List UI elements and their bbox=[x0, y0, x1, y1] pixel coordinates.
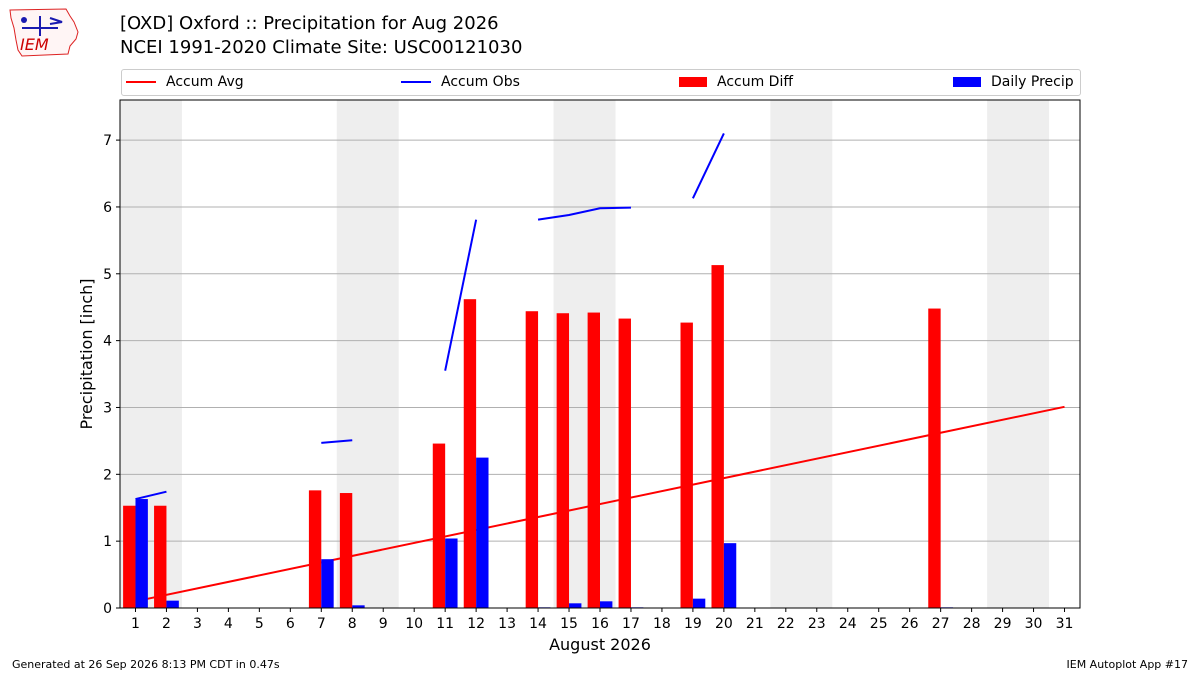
daily-precip-bar bbox=[352, 605, 365, 608]
x-tick-label: 17 bbox=[622, 616, 640, 632]
legend-label: Accum Avg bbox=[166, 74, 244, 90]
legend-swatch bbox=[401, 81, 431, 83]
legend-swatch bbox=[126, 81, 156, 83]
y-tick-label: 0 bbox=[103, 601, 112, 617]
daily-precip-bar bbox=[600, 601, 613, 608]
x-tick-label: 13 bbox=[498, 616, 516, 632]
daily-precip-bar bbox=[135, 499, 148, 608]
y-tick-label: 4 bbox=[103, 334, 112, 350]
x-tick-label: 30 bbox=[1025, 616, 1043, 632]
accum-diff-bar bbox=[525, 311, 539, 608]
accum-diff-bar bbox=[618, 318, 631, 608]
x-tick-label: 26 bbox=[901, 616, 919, 632]
x-tick-label: 7 bbox=[317, 616, 326, 632]
x-tick-label: 8 bbox=[348, 616, 357, 632]
x-tick-label: 25 bbox=[870, 616, 888, 632]
x-tick-label: 3 bbox=[193, 616, 202, 632]
x-tick-label: 10 bbox=[405, 616, 423, 632]
x-tick-label: 2 bbox=[162, 616, 171, 632]
legend-label: Daily Precip bbox=[991, 74, 1074, 90]
footer-app: IEM Autoplot App #17 bbox=[1066, 658, 1189, 671]
x-tick-label: 24 bbox=[839, 616, 857, 632]
y-axis-label: Precipitation [inch] bbox=[77, 278, 96, 429]
chart-subtitle: NCEI 1991-2020 Climate Site: USC00121030 bbox=[120, 37, 523, 58]
x-tick-label: 27 bbox=[932, 616, 950, 632]
daily-precip-bar bbox=[476, 457, 489, 608]
x-tick-label: 12 bbox=[467, 616, 485, 632]
accum-obs-line bbox=[321, 439, 353, 444]
legend-swatch bbox=[953, 77, 981, 87]
accum-obs-line bbox=[537, 206, 631, 221]
y-tick-label: 1 bbox=[103, 534, 112, 550]
accum-diff-bar bbox=[680, 322, 693, 608]
daily-precip-bar bbox=[166, 600, 179, 608]
accum-diff-bar bbox=[123, 505, 136, 608]
x-tick-label: 29 bbox=[994, 616, 1012, 632]
weekend-band bbox=[987, 100, 1050, 608]
x-tick-label: 31 bbox=[1056, 616, 1074, 632]
accum-obs-series bbox=[135, 132, 725, 501]
x-tick-label: 23 bbox=[808, 616, 826, 632]
x-axis-ticks: 1 2 3 4 5 6 7 8 9 10 11 12 13 14 15 16 17 18 19 20 21 22 23 24 2… bbox=[131, 608, 1073, 632]
x-tick-label: 14 bbox=[529, 616, 547, 632]
iem-logo: IEM bbox=[8, 6, 80, 62]
accum-obs-line bbox=[135, 490, 167, 501]
legend-label: Accum Diff bbox=[717, 74, 794, 90]
daily-precip-bar bbox=[321, 559, 334, 608]
chart-title: [OXD] Oxford :: Precipitation for Aug 20… bbox=[120, 13, 499, 34]
footer-generated: Generated at 26 Sep 2026 8:13 PM CDT in … bbox=[12, 658, 280, 671]
legend: Accum Avg Accum Obs Accum Diff Daily Pre… bbox=[121, 69, 1081, 96]
daily-precip-bar bbox=[445, 538, 458, 608]
x-tick-label: 19 bbox=[684, 616, 702, 632]
x-tick-label: 1 bbox=[131, 616, 140, 632]
x-tick-label: 20 bbox=[715, 616, 733, 632]
accum-diff-bar bbox=[463, 299, 477, 608]
logo-text: IEM bbox=[20, 35, 49, 54]
bars bbox=[123, 265, 954, 609]
x-tick-label: 15 bbox=[560, 616, 578, 632]
x-tick-label: 11 bbox=[436, 616, 454, 632]
x-tick-label: 9 bbox=[379, 616, 388, 632]
x-tick-label: 6 bbox=[286, 616, 295, 632]
weekend-band bbox=[770, 100, 833, 608]
y-tick-label: 3 bbox=[103, 400, 112, 416]
y-tick-label: 7 bbox=[103, 133, 112, 149]
legend-swatch bbox=[679, 77, 707, 87]
x-axis-label: August 2026 bbox=[549, 635, 651, 654]
accum-obs-line bbox=[692, 132, 725, 199]
daily-precip-bar bbox=[569, 603, 582, 608]
x-tick-label: 28 bbox=[963, 616, 981, 632]
legend-item-accum-diff: Accum Diff bbox=[679, 74, 793, 90]
y-axis-ticks: 0 1 2 3 4 5 6 7 bbox=[103, 133, 120, 617]
legend-item-daily-precip: Daily Precip bbox=[953, 74, 1074, 90]
accum-diff-bar bbox=[711, 265, 724, 608]
accum-diff-bar bbox=[432, 443, 446, 608]
x-tick-label: 16 bbox=[591, 616, 609, 632]
legend-item-accum-obs: Accum Obs bbox=[401, 74, 520, 90]
y-tick-label: 6 bbox=[103, 200, 112, 216]
x-tick-label: 21 bbox=[746, 616, 764, 632]
legend-item-accum-avg: Accum Avg bbox=[126, 74, 244, 90]
accum-diff-bar bbox=[339, 493, 353, 608]
y-tick-label: 5 bbox=[103, 267, 112, 283]
y-tick-label: 2 bbox=[103, 467, 112, 483]
x-tick-label: 18 bbox=[653, 616, 671, 632]
weekend-bands bbox=[120, 100, 1050, 608]
accum-diff-bar bbox=[308, 490, 322, 608]
daily-precip-bar bbox=[692, 598, 706, 608]
accum-diff-bar bbox=[587, 312, 600, 608]
accum-diff-bar bbox=[928, 308, 941, 608]
x-tick-label: 22 bbox=[777, 616, 795, 632]
daily-precip-bar bbox=[723, 543, 737, 608]
accum-diff-bar bbox=[556, 313, 570, 608]
weather-vane-icon bbox=[22, 16, 63, 36]
legend-label: Accum Obs bbox=[441, 74, 520, 90]
accum-obs-line bbox=[444, 219, 478, 371]
accum-diff-bar bbox=[154, 505, 167, 608]
x-tick-label: 4 bbox=[224, 616, 233, 632]
x-tick-label: 5 bbox=[255, 616, 264, 632]
